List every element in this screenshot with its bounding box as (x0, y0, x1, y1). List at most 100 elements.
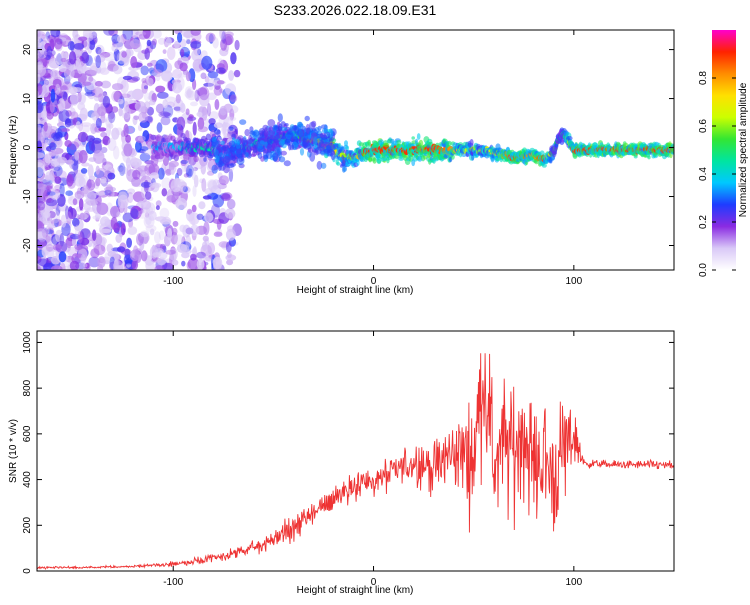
speckle-blob (215, 67, 226, 74)
speckle-blob (199, 94, 210, 107)
halo-blob (211, 164, 218, 174)
speckle-blob (37, 35, 50, 46)
speckle-blob (103, 30, 115, 36)
speckle-blob (188, 114, 194, 119)
speckle-blob (54, 176, 62, 184)
speckle-blob (185, 108, 190, 116)
speckle-blob (190, 101, 198, 107)
speckle-blob (173, 40, 180, 49)
halo-blob (236, 156, 245, 166)
speckle-blob (72, 198, 78, 206)
speckle-blob (217, 172, 223, 180)
speckle-blob (84, 91, 96, 97)
speckle-blob (65, 190, 74, 196)
halo-blob (323, 148, 331, 154)
speckle-blob (152, 182, 157, 187)
speckle-blob (139, 230, 150, 238)
halo-blob (214, 155, 220, 163)
ridge-blob (336, 162, 341, 166)
speckle-blob (37, 152, 45, 159)
speckle-blob (38, 241, 47, 248)
speckle-blob (220, 38, 228, 51)
speckle-blob (216, 80, 225, 85)
y-tick-label: -10 (22, 189, 33, 204)
halo-blob (224, 147, 229, 155)
x-tick-label: 0 (371, 577, 377, 588)
ridge-blob (384, 142, 390, 148)
speckle-blob (149, 172, 160, 180)
speckle-blob (45, 197, 58, 207)
speckle-blob (100, 80, 112, 89)
speckle-blob (39, 206, 46, 214)
speckle-blob (108, 111, 116, 124)
speckle-blob (155, 85, 166, 93)
halo-blob (320, 143, 327, 148)
halo-blob (252, 148, 257, 154)
speckle-blob (170, 169, 175, 175)
speckle-blob (117, 98, 124, 105)
speckle-blob (219, 47, 229, 57)
speckle-blob (105, 202, 114, 217)
ridge-blob (382, 157, 387, 162)
x-tick-label: 100 (565, 577, 582, 588)
halo-blob (241, 137, 247, 144)
speckle-blob (37, 36, 42, 43)
speckle-blob (118, 93, 131, 99)
ridge-blob (416, 133, 421, 140)
ridge-blob (541, 163, 547, 168)
speckle-blob (100, 146, 108, 154)
speckle-blob (118, 162, 126, 176)
speckle-blob (120, 79, 129, 94)
speckle-blob (37, 101, 44, 114)
speckle-blob (37, 60, 44, 70)
speckle-blob (37, 228, 47, 241)
speckle-blob (126, 188, 136, 195)
speckle-blob (37, 265, 41, 270)
speckle-blob (154, 265, 164, 270)
y-tick-label: 20 (22, 44, 33, 56)
speckle-blob (168, 163, 175, 171)
speckle-blob (72, 30, 79, 39)
speckle-blob (55, 83, 61, 95)
speckle-blob (227, 251, 232, 259)
speckle-blob (174, 234, 185, 246)
speckle-blob (54, 218, 59, 228)
speckle-blob (95, 55, 101, 69)
speckle-blob (225, 228, 236, 241)
speckle-blob (75, 57, 81, 71)
speckle-blob (157, 37, 166, 45)
speckle-blob (138, 111, 149, 123)
speckle-blob (95, 46, 102, 55)
speckle-blob (129, 39, 141, 49)
speckle-blob (88, 39, 96, 51)
speckle-blob (37, 183, 47, 190)
halo-blob (211, 139, 219, 148)
colorbar-tick-label: 0.2 (698, 215, 709, 229)
speckle-blob (203, 82, 215, 87)
halo-blob (297, 121, 304, 131)
speckle-blob (172, 69, 183, 79)
speckle-blob (37, 258, 49, 266)
ridge-blob (376, 158, 382, 165)
speckle-blob (207, 242, 216, 255)
speckle-blob (45, 243, 54, 252)
speckle-blob (95, 212, 101, 220)
speckle-blob (105, 116, 113, 128)
y-tick-label: 600 (22, 425, 33, 442)
speckle-blob (207, 78, 215, 91)
speckle-blob (161, 177, 172, 191)
speckle-blob (91, 87, 104, 98)
halo-blob (286, 136, 291, 143)
speckle-blob (100, 176, 107, 184)
halo-blob (246, 145, 252, 154)
speckle-blob (197, 126, 208, 133)
speckle-blob (229, 105, 239, 114)
speckle-blob (44, 139, 49, 145)
speckle-blob (68, 51, 77, 65)
speckle-blob (196, 251, 207, 259)
speckle-blob (69, 92, 79, 106)
ridge-blob (203, 157, 207, 162)
speckle-blob (86, 199, 98, 206)
